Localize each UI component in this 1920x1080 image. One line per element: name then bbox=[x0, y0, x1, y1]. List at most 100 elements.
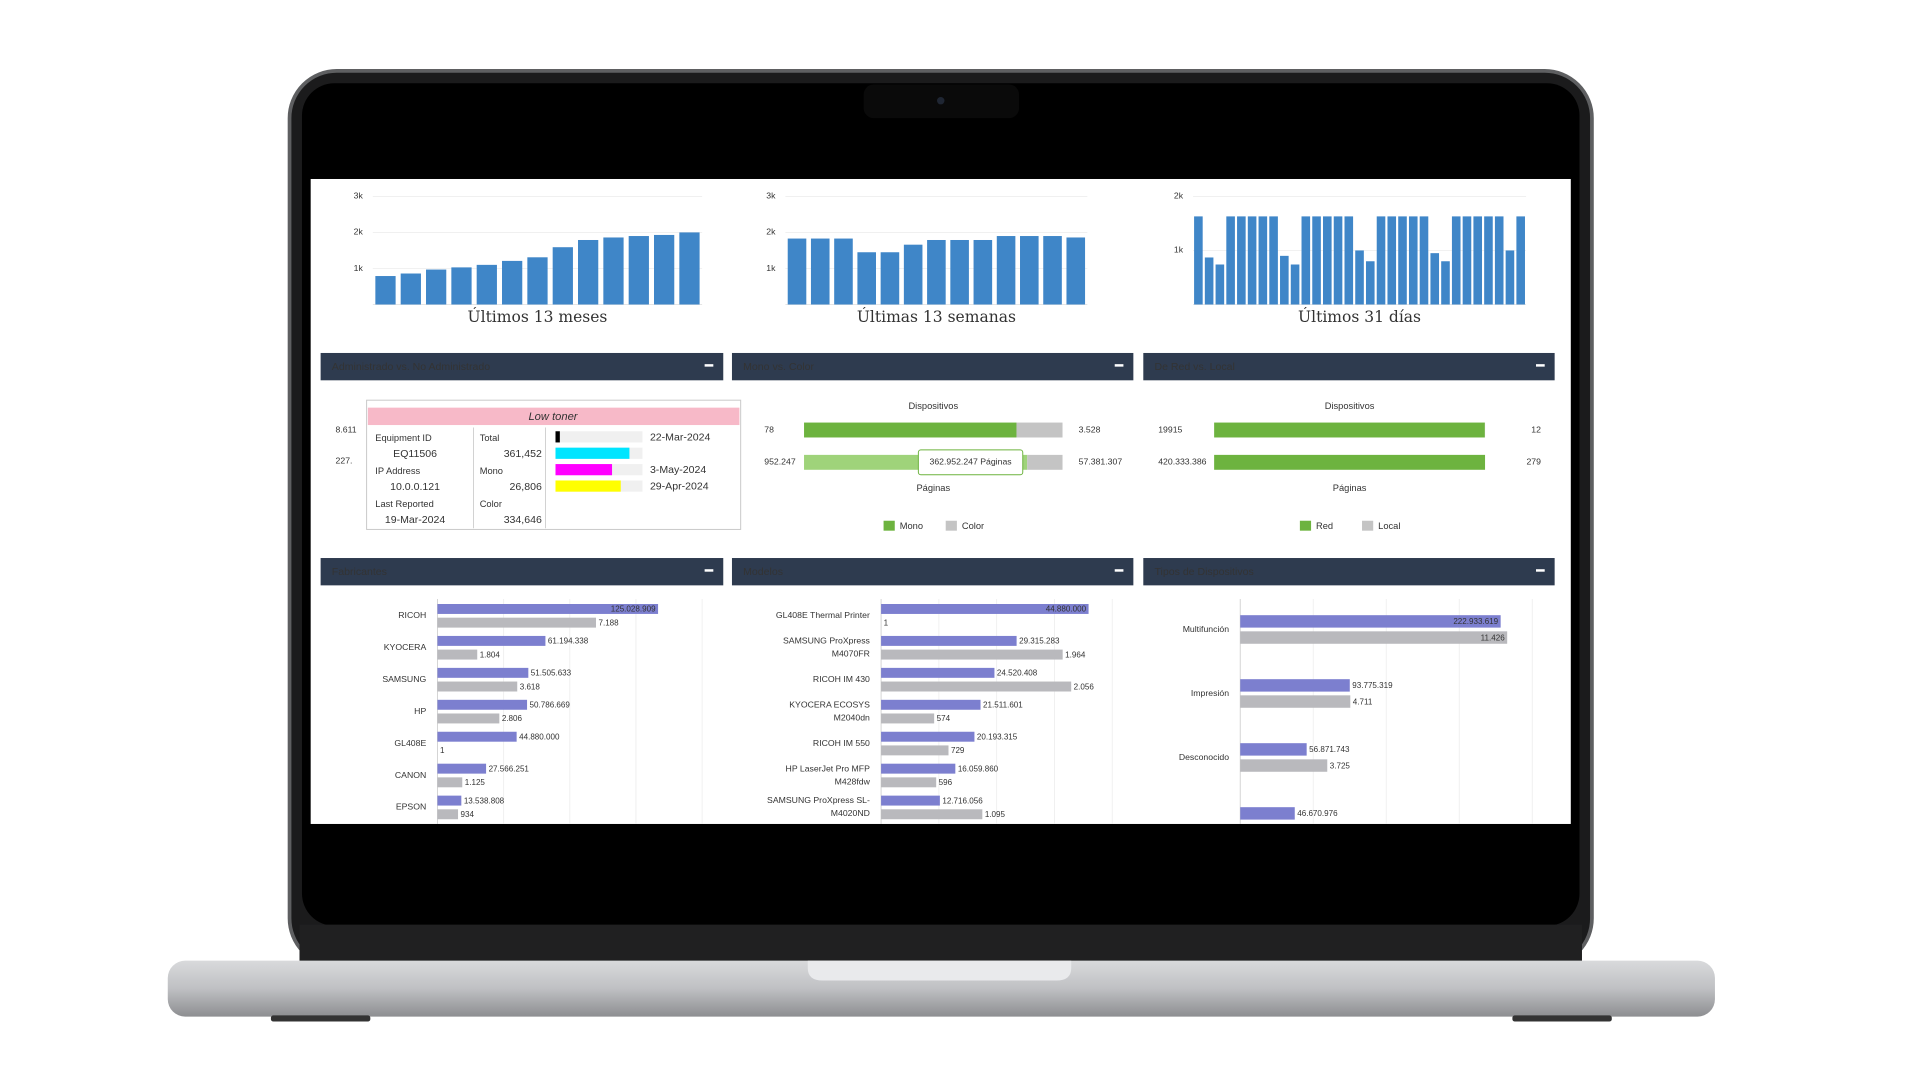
panel-title: Administrado vs. No Administrado bbox=[332, 361, 490, 373]
pie-label: 8.611 bbox=[336, 424, 357, 434]
bar bbox=[1505, 250, 1515, 305]
bar bbox=[437, 617, 596, 628]
category-label: RICOH bbox=[398, 610, 426, 620]
bar bbox=[1240, 759, 1328, 772]
bar bbox=[1301, 216, 1311, 305]
panel-title: De Red vs. Local bbox=[1154, 361, 1234, 373]
highlight-label: 362.952.247 Páginas bbox=[930, 457, 1013, 467]
axis-label: Páginas bbox=[1333, 483, 1367, 493]
collapse-button[interactable] bbox=[1114, 364, 1124, 367]
collapse-button[interactable] bbox=[1536, 364, 1545, 367]
value-label: 27.566.251 bbox=[489, 764, 530, 773]
bar-segment bbox=[1214, 454, 1486, 470]
lower-bezel bbox=[299, 924, 1582, 962]
bar bbox=[1376, 216, 1386, 305]
bar bbox=[1430, 253, 1440, 305]
value-label: 1.095 bbox=[985, 810, 1006, 819]
bar bbox=[1258, 216, 1268, 305]
foot bbox=[1512, 1015, 1612, 1022]
category-label: CANON bbox=[395, 770, 426, 780]
bar bbox=[437, 681, 518, 692]
bar bbox=[1237, 216, 1246, 305]
value-label: 50.786.669 bbox=[530, 701, 571, 710]
bar bbox=[1269, 216, 1278, 305]
field-label: IP Address bbox=[375, 466, 420, 476]
pie-label: 227. bbox=[336, 455, 353, 465]
panel-title: Mono vs. Color bbox=[743, 361, 814, 373]
toner-track bbox=[555, 431, 643, 443]
bar bbox=[1020, 236, 1039, 305]
value-label: 13.538.808 bbox=[464, 796, 505, 805]
y-tick-label: 3k bbox=[354, 191, 364, 201]
value-label: 44.880.000 bbox=[519, 732, 560, 741]
panel-header bbox=[731, 558, 1134, 586]
value-label: 574 bbox=[937, 714, 951, 723]
category-label: Desconocido bbox=[1179, 752, 1229, 762]
value-label: 4.711 bbox=[1353, 697, 1373, 706]
row-label: 19915 bbox=[1158, 424, 1182, 434]
field-label: Last Reported bbox=[375, 499, 434, 509]
value-label: 16.059.860 bbox=[958, 764, 999, 773]
panel-title: Tipos de Dispositivos bbox=[1154, 566, 1253, 578]
bar bbox=[1323, 216, 1332, 305]
bar bbox=[1066, 237, 1086, 305]
y-tick-label: 2k bbox=[1174, 191, 1184, 201]
bar bbox=[1226, 216, 1235, 305]
tooltip-header: Low toner bbox=[528, 411, 578, 423]
legend-label: Mono bbox=[900, 521, 923, 531]
bar bbox=[834, 238, 853, 305]
y-tick-label: 3k bbox=[766, 191, 776, 201]
bar bbox=[1408, 216, 1418, 305]
category-label: M4020ND bbox=[831, 808, 870, 818]
value-label: 24.520.408 bbox=[997, 669, 1038, 678]
bar bbox=[552, 247, 573, 305]
bar bbox=[1484, 216, 1493, 305]
collapse-button[interactable] bbox=[1114, 569, 1124, 572]
bar-segment bbox=[804, 422, 1017, 438]
legend-swatch bbox=[945, 520, 957, 531]
y-tick-label: 1k bbox=[766, 263, 776, 273]
bar bbox=[426, 269, 447, 305]
category-label: HP LaserJet Pro MFP bbox=[786, 763, 871, 773]
tooltip-header-bg bbox=[367, 407, 740, 426]
value-label: 44.880.000 bbox=[1046, 605, 1087, 614]
chart-title: Últimas 13 semanas bbox=[857, 308, 1016, 326]
bar bbox=[927, 239, 946, 305]
category-label: SAMSUNG bbox=[382, 674, 426, 684]
bar bbox=[881, 763, 956, 774]
bar bbox=[1240, 615, 1501, 628]
foot bbox=[270, 1015, 371, 1022]
axis-label: Dispositivos bbox=[908, 401, 958, 411]
bar bbox=[881, 745, 949, 756]
bar bbox=[1365, 261, 1375, 305]
category-label: M4070FR bbox=[832, 649, 870, 659]
value-label: 61.194.338 bbox=[548, 637, 589, 646]
value-label: 21.511.601 bbox=[983, 701, 1023, 710]
bar bbox=[375, 276, 396, 305]
bar bbox=[437, 713, 500, 724]
bar bbox=[437, 763, 487, 774]
category-label: Impresión bbox=[1191, 688, 1229, 698]
panel-header bbox=[731, 352, 1134, 381]
bar bbox=[881, 667, 995, 678]
bar bbox=[881, 635, 1017, 646]
bar bbox=[603, 237, 624, 305]
panel-header bbox=[1143, 558, 1555, 586]
collapse-button[interactable] bbox=[704, 364, 714, 367]
collapse-button[interactable] bbox=[1536, 569, 1545, 572]
camera bbox=[937, 96, 945, 105]
bar bbox=[400, 273, 421, 305]
panel-title: Fabricantes bbox=[332, 566, 387, 578]
toner-level bbox=[555, 431, 560, 443]
bar bbox=[881, 699, 981, 710]
bar bbox=[881, 809, 983, 820]
row-label: 57.381.307 bbox=[1079, 457, 1123, 467]
dashboard: 1k 2k 3k Últimos 13 meses 1k 2k 3k Últimas 13 s… bbox=[320, 191, 1555, 824]
y-tick-label: 2k bbox=[354, 227, 364, 237]
value-label: 7.188 bbox=[598, 618, 619, 627]
bar bbox=[1494, 216, 1504, 305]
category-label: RICOH IM 430 bbox=[813, 674, 870, 684]
bar bbox=[1473, 216, 1483, 305]
collapse-button[interactable] bbox=[704, 569, 714, 572]
panel-header bbox=[320, 352, 724, 381]
